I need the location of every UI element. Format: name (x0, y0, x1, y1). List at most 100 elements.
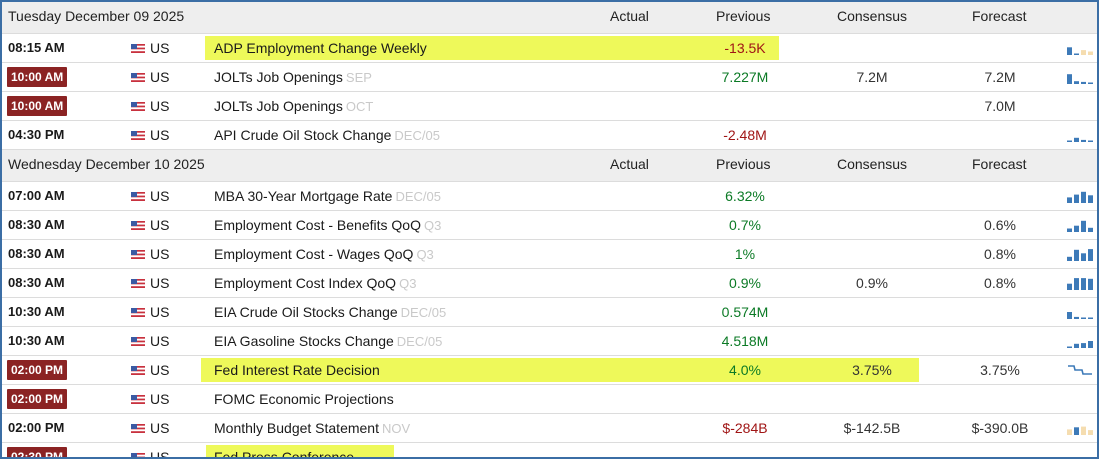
sparkline-bar (1081, 253, 1086, 261)
event-time: 07:00 AM (8, 188, 65, 203)
event-row[interactable]: 02:00 PM US Fed Interest Rate Decision 4.0%… (2, 356, 1097, 385)
column-previous-header: Previous (716, 8, 771, 24)
event-title[interactable]: JOLTs Job Openings (214, 98, 343, 114)
event-title[interactable]: EIA Crude Oil Stocks Change (214, 304, 398, 320)
event-row[interactable]: 07:00 AM US MBA 30-Year Mortgage Rate DEC/0… (2, 182, 1097, 211)
event-name[interactable]: Employment Cost Index QoQ Q3 (214, 269, 416, 298)
sparkline-bar (1067, 283, 1072, 290)
event-row[interactable]: 04:30 PM US API Crude Oil Stock Change DEC/… (2, 121, 1097, 150)
sparkline-bar (1067, 429, 1072, 435)
event-title[interactable]: JOLTs Job Openings (214, 69, 343, 85)
history-sparkline-icon[interactable] (1066, 361, 1094, 379)
history-sparkline-icon[interactable] (1066, 274, 1094, 292)
history-sparkline-icon[interactable] (1066, 187, 1094, 205)
event-name[interactable]: Employment Cost - Benefits QoQ Q3 (214, 211, 441, 240)
date-header-row: Tuesday December 09 2025 Actual Previous Co… (2, 2, 1097, 34)
us-flag-icon (131, 221, 145, 230)
country-code: US (150, 304, 170, 320)
event-row[interactable]: 10:00 AM US JOLTs Job Openings SEP 7.227M 7.2… (2, 63, 1097, 92)
forecast-value: 3.75% (980, 362, 1020, 378)
event-row[interactable]: 08:30 AM US Employment Cost - Benefits QoQ… (2, 211, 1097, 240)
event-name[interactable]: API Crude Oil Stock Change DEC/05 (214, 121, 440, 150)
forecast-value: 0.6% (984, 217, 1016, 233)
event-row[interactable]: 02:00 PM US Monthly Budget Statement NOV $-2… (2, 414, 1097, 443)
event-time: 10:00 AM (7, 96, 68, 116)
event-period: DEC/05 (395, 189, 442, 204)
forecast-value: 0.8% (984, 246, 1016, 262)
previous-value: 4.518M (721, 333, 769, 349)
event-time: 02:00 PM (7, 389, 68, 409)
event-row[interactable]: 08:15 AM US ADP Employment Change Weekly -1… (2, 34, 1097, 63)
event-period: SEP (345, 70, 372, 85)
event-title[interactable]: Monthly Budget Statement (214, 420, 379, 436)
event-time: 08:30 AM (8, 275, 65, 290)
previous-value: 0.9% (729, 275, 761, 291)
history-sparkline-icon[interactable] (1066, 126, 1094, 144)
history-sparkline-icon[interactable] (1066, 245, 1094, 263)
event-row[interactable]: 08:30 AM US Employment Cost Index QoQ Q3 0.9… (2, 269, 1097, 298)
previous-value: $-284B (722, 420, 768, 436)
sparkline-bar (1088, 278, 1093, 290)
history-sparkline-icon[interactable] (1066, 303, 1094, 321)
column-previous-header: Previous (716, 156, 771, 172)
sparkline-bar (1088, 341, 1093, 348)
event-name[interactable]: FOMC Economic Projections (214, 385, 394, 413)
event-name[interactable]: Employment Cost - Wages QoQ Q3 (214, 240, 434, 269)
event-row[interactable]: 10:00 AM US JOLTs Job Openings OCT 7.0M (2, 92, 1097, 121)
country-code: US (150, 275, 170, 291)
event-title[interactable]: Fed Interest Rate Decision (214, 362, 380, 378)
event-row[interactable]: 02:00 PM US FOMC Economic Projections (2, 385, 1097, 414)
sparkline-bar (1088, 51, 1093, 55)
event-title[interactable]: Employment Cost - Benefits QoQ (214, 217, 421, 233)
previous-value: 1% (734, 246, 756, 262)
event-name[interactable]: Monthly Budget Statement NOV (214, 414, 410, 443)
event-name[interactable]: Fed Interest Rate Decision (214, 356, 380, 384)
event-row[interactable]: 10:30 AM US EIA Crude Oil Stocks Change DEC… (2, 298, 1097, 327)
event-title[interactable]: Employment Cost - Wages QoQ (214, 246, 414, 262)
event-title[interactable]: MBA 30-Year Mortgage Rate (214, 188, 393, 204)
sparkline-bar (1074, 225, 1079, 232)
event-name[interactable]: MBA 30-Year Mortgage Rate DEC/05 (214, 182, 441, 211)
sparkline-bar (1088, 317, 1093, 319)
sparkline-bar (1067, 256, 1072, 261)
history-sparkline-icon[interactable] (1066, 419, 1094, 437)
history-sparkline-icon[interactable] (1066, 39, 1094, 57)
event-title[interactable]: FOMC Economic Projections (214, 391, 394, 407)
country-code: US (150, 188, 170, 204)
forecast-value: 0.8% (984, 275, 1016, 291)
event-name[interactable]: Fed Press Conference (214, 443, 355, 459)
event-row[interactable]: 02:30 PM US Fed Press Conference (2, 443, 1097, 459)
previous-value: -13.5K (724, 40, 766, 56)
event-name[interactable]: JOLTs Job Openings OCT (214, 92, 373, 121)
event-period: Q3 (399, 276, 417, 291)
sparkline-bar (1074, 81, 1079, 84)
previous-value: 0.7% (729, 217, 761, 233)
country-code: US (150, 449, 170, 459)
consensus-value: 3.75% (852, 362, 892, 378)
previous-value: 7.227M (721, 69, 769, 85)
history-sparkline-icon[interactable] (1066, 68, 1094, 86)
history-sparkline-icon[interactable] (1066, 216, 1094, 234)
event-title[interactable]: ADP Employment Change Weekly (214, 40, 427, 56)
sparkline-bar (1081, 139, 1086, 142)
event-title[interactable]: Employment Cost Index QoQ (214, 275, 397, 291)
sparkline-bar (1074, 137, 1079, 142)
country-code: US (150, 69, 170, 85)
event-name[interactable]: EIA Crude Oil Stocks Change DEC/05 (214, 298, 446, 327)
sparkline-bar (1074, 278, 1079, 290)
event-row[interactable]: 10:30 AM US EIA Gasoline Stocks Change DEC/… (2, 327, 1097, 356)
sparkline-bar (1074, 316, 1079, 319)
event-title[interactable]: API Crude Oil Stock Change (214, 127, 392, 143)
previous-value: 6.32% (725, 188, 765, 204)
column-forecast-header: Forecast (972, 8, 1027, 24)
column-consensus-header: Consensus (837, 156, 908, 172)
history-sparkline-icon[interactable] (1066, 332, 1094, 350)
event-row[interactable]: 08:30 AM US Employment Cost - Wages QoQ Q3 1… (2, 240, 1097, 269)
us-flag-icon (131, 337, 145, 346)
event-name[interactable]: JOLTs Job Openings SEP (214, 63, 372, 92)
event-name[interactable]: EIA Gasoline Stocks Change DEC/05 (214, 327, 442, 356)
event-name[interactable]: ADP Employment Change Weekly (214, 34, 427, 62)
column-actual-header: Actual (610, 156, 649, 172)
event-title[interactable]: EIA Gasoline Stocks Change (214, 333, 394, 349)
event-title[interactable]: Fed Press Conference (214, 449, 355, 459)
